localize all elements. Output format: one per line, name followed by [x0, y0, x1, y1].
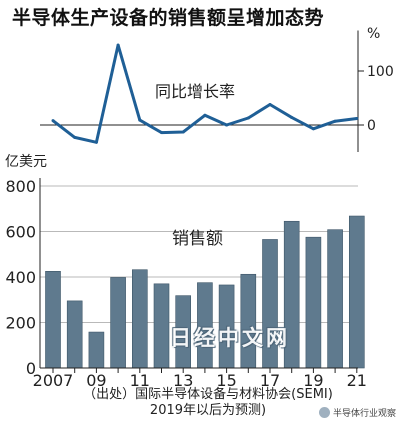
- sales-axis-tick-label: 200: [5, 314, 36, 333]
- growth-point: [268, 102, 272, 106]
- x-axis-tick-label: 15: [216, 371, 236, 390]
- growth-point: [73, 135, 77, 139]
- growth-point: [138, 118, 142, 122]
- sales-bar: [45, 271, 61, 369]
- growth-point: [160, 131, 163, 135]
- growth-point: [333, 119, 337, 123]
- x-axis-tick-label: 13: [173, 371, 193, 390]
- growth-point: [290, 115, 294, 119]
- sales-axis-tick-label: 800: [5, 177, 36, 196]
- corner-mark-label: 半导体行业观察: [332, 409, 396, 419]
- growth-point: [246, 116, 250, 120]
- growth-point: [116, 43, 120, 47]
- growth-point: [94, 140, 98, 144]
- corner-mark: 半导体行业观察: [318, 406, 396, 419]
- source-note: （出处）国际半导体设备与材料协会(SEMI) 2019年以后为预测): [58, 387, 358, 419]
- sales-axis-tick-label: 400: [5, 268, 36, 287]
- sales-bar: [88, 331, 105, 369]
- sales-axis-tick-label: 0: [26, 359, 36, 378]
- growth-point: [311, 127, 315, 131]
- sales-bar: [132, 269, 148, 369]
- source-note-line-2: 2019年以后为预测): [149, 403, 267, 418]
- source-note-line-1: （出处）国际半导体设备与材料协会(SEMI): [83, 387, 333, 402]
- growth-series-label: 同比增长率: [155, 82, 235, 101]
- growth-point: [51, 119, 55, 123]
- sales-bar: [153, 283, 170, 369]
- growth-axis-unit: %: [367, 26, 380, 42]
- sales-bar: [305, 236, 322, 369]
- growth-point: [181, 130, 185, 134]
- x-axis-tick-label: 09: [86, 371, 106, 390]
- x-axis-tick-label: 21: [347, 371, 367, 390]
- growth-axis-tick-label: 0: [367, 118, 376, 134]
- growth-point: [203, 113, 207, 117]
- sales-bar: [110, 277, 126, 369]
- x-axis-tick-label: 19: [303, 371, 323, 390]
- x-axis-tick-label: 2007: [33, 371, 74, 390]
- watermark-text: 日经中文网: [170, 326, 290, 350]
- sales-series-label: 销售额: [172, 229, 223, 249]
- sales-bar: [348, 215, 365, 369]
- growth-point: [355, 117, 359, 121]
- growth-point: [225, 123, 229, 127]
- chart-title: 半导体生产设备的销售额呈增加态势: [12, 7, 325, 29]
- sales-bar: [66, 300, 83, 369]
- sales-axis-tick-label: 600: [5, 223, 36, 242]
- brand-dot-icon: [318, 407, 330, 418]
- sales-bar: [327, 229, 343, 369]
- x-axis-tick-label: 11: [130, 371, 150, 390]
- x-axis-tick-label: 17: [260, 371, 280, 390]
- growth-axis-tick-label: 100: [367, 64, 394, 80]
- sales-axis-unit: 亿美元: [5, 154, 47, 170]
